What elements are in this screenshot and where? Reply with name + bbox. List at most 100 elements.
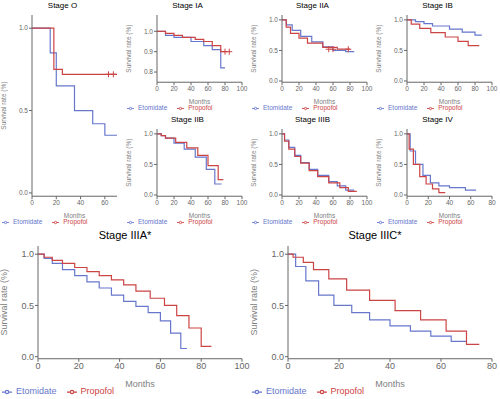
svg-text:100: 100 xyxy=(237,199,248,206)
svg-text:Survival rate (%): Survival rate (%) xyxy=(125,139,133,187)
svg-text:0: 0 xyxy=(155,199,159,206)
svg-text:80: 80 xyxy=(346,199,354,206)
svg-text:0: 0 xyxy=(280,199,284,206)
svg-text:0.5: 0.5 xyxy=(394,47,403,54)
svg-text:20: 20 xyxy=(53,199,61,206)
svg-text:20: 20 xyxy=(420,85,428,92)
svg-text:0.0: 0.0 xyxy=(394,77,403,84)
svg-text:0.5: 0.5 xyxy=(269,47,278,54)
svg-text:80: 80 xyxy=(471,85,479,92)
svg-text:Months: Months xyxy=(314,98,336,105)
svg-text:1.0: 1.0 xyxy=(21,249,34,259)
svg-text:Months: Months xyxy=(125,379,155,389)
svg-text:80: 80 xyxy=(221,85,229,92)
html-text:Stage IIIA*: Stage IIIA* xyxy=(98,229,152,241)
svg-text:40: 40 xyxy=(77,199,85,206)
svg-text:Months: Months xyxy=(314,212,336,219)
svg-text:Months: Months xyxy=(375,379,405,389)
svg-text:0.5: 0.5 xyxy=(269,161,278,168)
svg-text:20: 20 xyxy=(74,361,84,371)
svg-text:0.5: 0.5 xyxy=(144,161,153,168)
svg-text:0.0: 0.0 xyxy=(269,77,278,84)
svg-text:Months: Months xyxy=(439,98,461,105)
svg-text:80: 80 xyxy=(487,361,492,371)
svg-text:100: 100 xyxy=(487,85,492,92)
svg-text:0: 0 xyxy=(30,199,34,206)
svg-text:1.0: 1.0 xyxy=(144,28,153,35)
svg-text:Survival rate (%): Survival rate (%) xyxy=(250,269,259,336)
svg-text:60: 60 xyxy=(329,85,337,92)
svg-text:0.5: 0.5 xyxy=(19,107,28,114)
svg-text:1.0: 1.0 xyxy=(144,130,153,137)
svg-text:Survival rate (%): Survival rate (%) xyxy=(250,25,258,73)
svg-text:1.0: 1.0 xyxy=(269,16,278,23)
svg-text:80: 80 xyxy=(196,361,206,371)
svg-text:1.0: 1.0 xyxy=(394,130,403,137)
svg-text:0: 0 xyxy=(280,85,284,92)
svg-text:40: 40 xyxy=(385,361,395,371)
svg-text:60: 60 xyxy=(155,361,165,371)
svg-text:40: 40 xyxy=(312,199,320,206)
svg-text:Survival rate (%): Survival rate (%) xyxy=(125,25,133,73)
svg-text:20: 20 xyxy=(334,361,344,371)
svg-text:0.0: 0.0 xyxy=(271,352,284,362)
svg-text:60: 60 xyxy=(329,199,337,206)
svg-text:1.0: 1.0 xyxy=(271,249,284,259)
svg-text:60: 60 xyxy=(454,85,462,92)
svg-text:60: 60 xyxy=(467,199,475,206)
svg-text:Survival rate (%): Survival rate (%) xyxy=(8,269,9,336)
svg-text:60: 60 xyxy=(101,199,109,206)
svg-text:0.9: 0.9 xyxy=(144,48,153,55)
svg-text:1.0: 1.0 xyxy=(19,24,28,31)
svg-text:0.5: 0.5 xyxy=(271,301,284,311)
html-text:Stage IIIC*: Stage IIIC* xyxy=(348,229,402,241)
svg-text:100: 100 xyxy=(362,85,373,92)
svg-text:20: 20 xyxy=(170,85,178,92)
svg-text:20: 20 xyxy=(295,199,303,206)
svg-text:100: 100 xyxy=(234,361,249,371)
svg-text:40: 40 xyxy=(437,85,445,92)
svg-text:0: 0 xyxy=(405,199,409,206)
svg-text:1.0: 1.0 xyxy=(394,16,403,23)
svg-text:0.0: 0.0 xyxy=(269,191,278,198)
svg-text:Months: Months xyxy=(439,212,461,219)
svg-text:Months: Months xyxy=(189,98,211,105)
svg-text:0.5: 0.5 xyxy=(394,161,403,168)
svg-text:80: 80 xyxy=(346,85,354,92)
svg-text:0: 0 xyxy=(285,361,290,371)
svg-text:Months: Months xyxy=(64,212,86,219)
svg-text:0: 0 xyxy=(35,361,40,371)
svg-text:100: 100 xyxy=(237,85,248,92)
svg-text:40: 40 xyxy=(446,199,454,206)
svg-text:40: 40 xyxy=(115,361,125,371)
svg-text:0: 0 xyxy=(405,85,409,92)
svg-text:60: 60 xyxy=(436,361,446,371)
svg-text:0.0: 0.0 xyxy=(19,189,28,196)
html-text:Etomidate: Etomidate xyxy=(266,386,307,397)
svg-text:20: 20 xyxy=(170,199,178,206)
svg-text:20: 20 xyxy=(425,199,433,206)
svg-text:Survival rate (%): Survival rate (%) xyxy=(375,25,383,73)
svg-text:0: 0 xyxy=(155,85,159,92)
svg-text:60: 60 xyxy=(204,85,212,92)
svg-text:0.5: 0.5 xyxy=(21,301,34,311)
svg-text:Months: Months xyxy=(189,212,211,219)
svg-text:40: 40 xyxy=(187,85,195,92)
svg-text:40: 40 xyxy=(187,199,195,206)
svg-text:80: 80 xyxy=(488,199,492,206)
svg-text:80: 80 xyxy=(221,199,229,206)
svg-text:100: 100 xyxy=(362,199,373,206)
svg-text:0.0: 0.0 xyxy=(394,191,403,198)
svg-text:Survival rate (%): Survival rate (%) xyxy=(8,82,9,130)
svg-text:40: 40 xyxy=(312,85,320,92)
html-text:Etomidate: Etomidate xyxy=(16,386,57,397)
svg-text:1.0: 1.0 xyxy=(269,130,278,137)
svg-text:60: 60 xyxy=(204,199,212,206)
svg-text:0.0: 0.0 xyxy=(21,352,34,362)
svg-text:Survival rate (%): Survival rate (%) xyxy=(250,139,258,187)
svg-text:0.0: 0.0 xyxy=(144,191,153,198)
svg-text:20: 20 xyxy=(295,85,303,92)
html-text:Propofol: Propofol xyxy=(80,386,115,397)
svg-text:0.8: 0.8 xyxy=(144,68,153,75)
svg-text:Survival rate (%): Survival rate (%) xyxy=(375,139,383,187)
